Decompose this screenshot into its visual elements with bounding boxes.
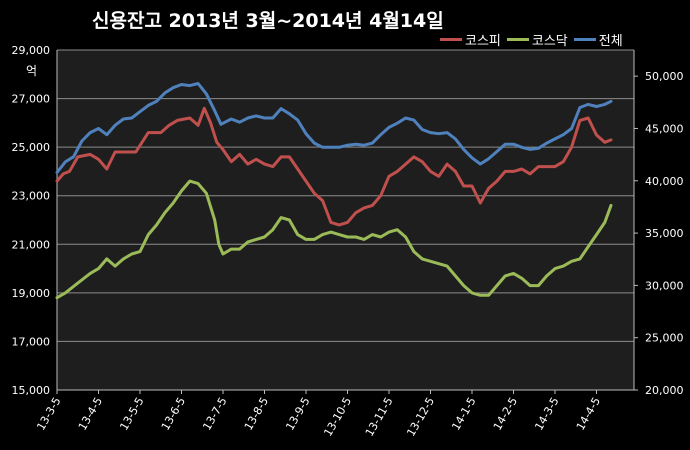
x-tick-label: 13-12-5 (404, 395, 437, 439)
x-tick-label: 13-8-5 (242, 395, 271, 433)
x-tick-label: 13-4-5 (76, 395, 105, 433)
y-right-tick-label: 50,000 (645, 70, 684, 83)
y-right-tick-label: 35,000 (645, 227, 684, 240)
y-left-tick-label: 27,000 (12, 93, 51, 106)
series-line-1 (55, 179, 613, 300)
series-line-2 (55, 82, 613, 174)
x-tick-label: 13-3-5 (34, 395, 63, 433)
y-right-tick-label: 30,000 (645, 279, 684, 292)
y-right-tick-label: 25,000 (645, 332, 684, 345)
y-right-tick-label: 40,000 (645, 175, 684, 188)
y-left-tick-label: 29,000 (12, 44, 51, 57)
x-tick-label: 13-7-5 (200, 395, 229, 433)
plot-area (57, 50, 634, 390)
x-tick-label: 14-4-5 (574, 395, 603, 433)
x-tick-label: 13-6-5 (159, 395, 188, 433)
x-tick-label: 14-2-5 (491, 395, 520, 433)
y-right-tick-label: 45,000 (645, 122, 684, 135)
y-left-tick-label: 21,000 (12, 238, 51, 251)
x-tick-label: 14-3-5 (532, 395, 561, 433)
y-left-tick-label: 25,000 (12, 141, 51, 154)
x-tick-label: 13-11-5 (363, 395, 396, 439)
x-tick-label: 13-10-5 (321, 395, 354, 439)
y-left-tick-label: 23,000 (12, 190, 51, 203)
legend-label-total: 전체 (598, 34, 623, 49)
series-line-0 (55, 106, 613, 227)
legend-swatch-kospi (440, 38, 462, 41)
y-left-tick-label: 17,000 (12, 335, 51, 348)
legend-swatch-total (573, 38, 596, 41)
x-tick-label: 13-9-5 (283, 395, 312, 433)
legend-item-total: 전체 (573, 30, 623, 49)
chart-title: 신용잔고 2013년 3월~2014년 4월14일 (92, 10, 444, 32)
legend-swatch-kosdaq (506, 38, 529, 41)
x-tick-label: 13-5-5 (117, 395, 146, 433)
y-left-tick-label: 15,000 (12, 384, 51, 397)
x-tick-label: 14-1-5 (449, 395, 478, 433)
legend-item-kospi: 코스피 (440, 30, 501, 49)
y-left-tick-label: 19,000 (12, 287, 51, 300)
legend-label-kospi: 코스피 (465, 34, 501, 49)
legend-label-kosdaq: 코스닥 (531, 34, 568, 49)
legend-item-kosdaq: 코스닥 (506, 30, 568, 49)
y-right-tick-label: 20,000 (645, 384, 684, 397)
unit-label: 억 (26, 64, 38, 78)
legend: 코스피 코스닥 전체 (440, 30, 623, 49)
